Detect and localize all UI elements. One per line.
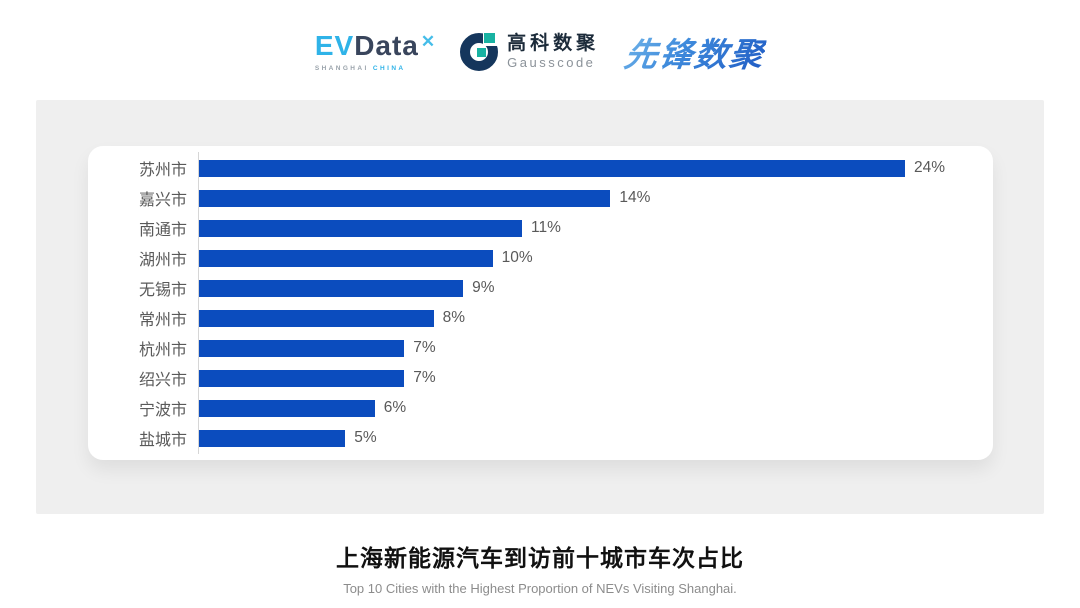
bar-row: 杭州市 7% — [88, 333, 993, 363]
category-label: 宁波市 — [138, 402, 187, 419]
category-label: 杭州市 — [138, 342, 187, 359]
evdata-ev-text: EV — [314, 30, 355, 61]
value-label: 7% — [413, 369, 436, 386]
category-label: 绍兴市 — [138, 372, 187, 389]
evdata-wordmark: EV Data ✕ — [314, 30, 437, 61]
category-label: 常州市 — [138, 312, 187, 329]
bar — [198, 279, 464, 297]
y-axis-line — [198, 152, 199, 454]
gausscode-square-top — [484, 33, 496, 43]
chart-subtitle: Top 10 Cities with the Highest Proportio… — [343, 581, 737, 596]
bar-row: 南通市 11% — [88, 213, 993, 243]
chart-title: 上海新能源汽车到访前十城市车次占比 — [336, 545, 744, 571]
brand-header: EV Data ✕ SHANGHAI CHINA 高科数聚 Gausscode 先锋… — [0, 0, 1080, 100]
bar-row: 盐城市 5% — [88, 423, 993, 453]
category-label: 盐城市 — [138, 432, 187, 449]
bar — [198, 219, 523, 237]
xianfeng-shuju-logo: 先锋数聚 — [622, 28, 769, 76]
chart-card: 苏州市 24% 嘉兴市 14% 南通市 11% 湖州市 10% 无锡市 9% 常州市 8% 杭州市 7% 绍… — [88, 146, 993, 460]
bar — [198, 249, 493, 267]
category-label: 苏州市 — [138, 162, 187, 179]
gausscode-ring — [460, 33, 499, 71]
footer-titles: 上海新能源汽车到访前十城市车次占比 Top 10 Cities with the… — [0, 539, 1080, 596]
value-label: 14% — [619, 189, 651, 206]
value-label: 10% — [501, 249, 533, 266]
value-label: 7% — [413, 339, 436, 356]
category-label: 南通市 — [138, 222, 187, 239]
bar-row: 常州市 8% — [88, 303, 993, 333]
bar — [198, 369, 405, 387]
bar — [198, 399, 375, 417]
evdata-logo: EV Data ✕ SHANGHAI CHINA — [314, 30, 437, 73]
gausscode-logo: 高科数聚 Gausscode — [460, 33, 599, 71]
gausscode-en-text: Gausscode — [507, 54, 596, 70]
gausscode-cn-text: 高科数聚 — [507, 32, 600, 54]
value-label: 11% — [531, 219, 561, 236]
evdata-star-icon: ✕ — [420, 32, 437, 51]
value-label: 9% — [472, 279, 495, 296]
bar-row: 湖州市 10% — [88, 243, 993, 273]
gausscode-text: 高科数聚 Gausscode — [507, 32, 600, 70]
evdata-china-text: CHINA — [372, 65, 406, 72]
gausscode-square-center — [477, 48, 487, 57]
bar-row: 绍兴市 7% — [88, 363, 993, 393]
bar-rows: 苏州市 24% 嘉兴市 14% 南通市 11% 湖州市 10% 无锡市 9% 常州市 8% 杭州市 7% 绍… — [88, 153, 993, 453]
category-label: 嘉兴市 — [138, 192, 187, 209]
value-label: 24% — [914, 159, 946, 176]
bar — [198, 189, 611, 207]
bar-row: 苏州市 24% — [88, 153, 993, 183]
evdata-subtext: SHANGHAI CHINA — [315, 65, 406, 72]
evdata-shanghai-text: SHANGHAI — [314, 65, 369, 72]
value-label: 8% — [442, 309, 466, 326]
bar — [198, 429, 346, 447]
bar-row: 无锡市 9% — [88, 273, 993, 303]
category-label: 湖州市 — [138, 252, 187, 269]
category-label: 无锡市 — [138, 282, 187, 299]
bar — [198, 159, 905, 177]
value-label: 5% — [354, 429, 377, 446]
chart-panel: 苏州市 24% 嘉兴市 14% 南通市 11% 湖州市 10% 无锡市 9% 常州市 8% 杭州市 7% 绍… — [36, 100, 1044, 514]
bar-row: 宁波市 6% — [88, 393, 993, 423]
value-label: 6% — [383, 399, 407, 416]
bar — [198, 309, 434, 327]
gausscode-g-icon — [460, 33, 499, 71]
evdata-data-text: Data — [354, 30, 419, 61]
bar-row: 嘉兴市 14% — [88, 183, 993, 213]
bar — [198, 339, 405, 357]
